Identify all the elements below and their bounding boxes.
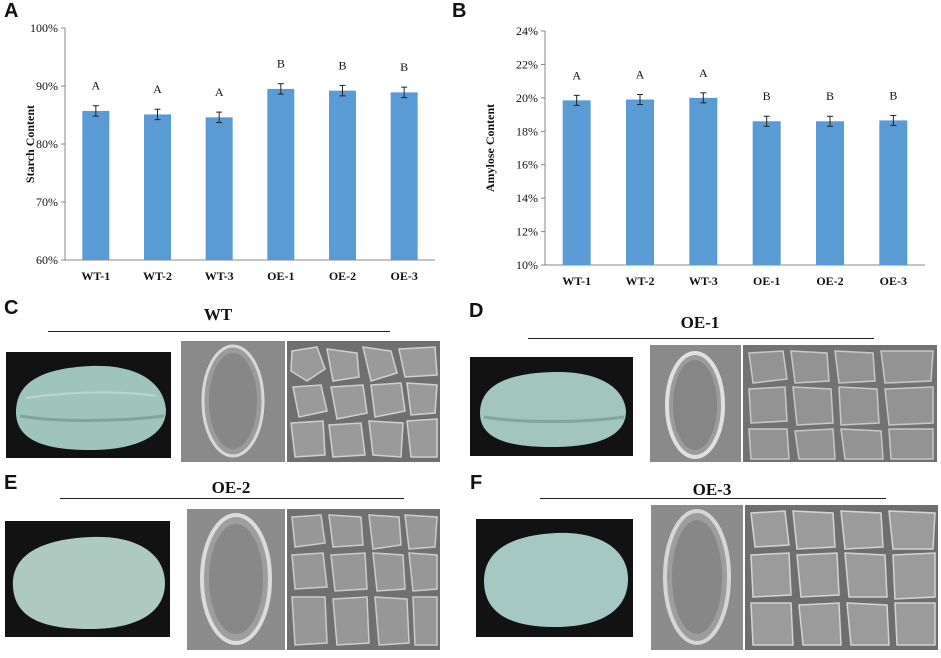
significance-label: A xyxy=(572,68,581,82)
x-tick-label: OE-3 xyxy=(390,269,417,283)
x-tick-label: OE-2 xyxy=(816,274,843,288)
x-tick-label: WT-2 xyxy=(626,274,655,288)
significance-label: B xyxy=(763,89,771,103)
amylose-content-chart: 10% 12% 14% 16% 18% 20% 22% 24% Amylose Content A… xyxy=(483,24,925,288)
significance-label: A xyxy=(153,82,162,96)
sem-cross-section-oe1 xyxy=(650,345,741,462)
bar-wt-2 xyxy=(626,99,654,266)
group-title-oe1: OE-1 xyxy=(680,313,720,332)
y-tick-label: 22% xyxy=(516,57,538,71)
bar-oe-1 xyxy=(267,88,295,261)
y-tick-label: 60% xyxy=(36,253,58,267)
y-tick-label: 90% xyxy=(36,79,58,93)
sem-cross-section-oe3 xyxy=(651,505,743,650)
sem-granules-oe2 xyxy=(287,509,440,650)
group-underline-oe1 xyxy=(528,338,874,339)
x-tick-label: WT-3 xyxy=(689,274,718,288)
y-tick-label: 100% xyxy=(30,21,58,35)
y-tick-label: 14% xyxy=(516,191,538,205)
y-tick-label: 10% xyxy=(516,258,538,272)
panel-letter-a: A xyxy=(4,0,19,22)
significance-label: B xyxy=(338,58,346,72)
bar-oe-1 xyxy=(752,121,781,265)
x-tick-label: WT-3 xyxy=(205,269,234,283)
group-underline-oe2 xyxy=(60,498,404,499)
y-tick-label: 16% xyxy=(516,158,538,172)
grain-photo-oe2 xyxy=(5,521,170,637)
significance-label: A xyxy=(91,79,100,93)
y-tick-label: 18% xyxy=(516,124,538,138)
y-axis-label: Starch Content xyxy=(23,105,37,183)
significance-label: B xyxy=(277,57,285,71)
bar-wt-2 xyxy=(144,114,171,260)
panel-letter-e: E xyxy=(4,472,18,494)
sem-granules-oe3 xyxy=(745,505,938,650)
group-underline-oe3 xyxy=(540,498,886,499)
x-tick-label: OE-3 xyxy=(880,274,907,288)
grain-photo-oe1 xyxy=(470,357,633,456)
starch-content-chart: 60% 70% 80% 90% 100% Starch Content A WT-1 A WT-2… xyxy=(23,21,435,283)
x-tick-label: WT-1 xyxy=(562,274,591,288)
sem-granules-oe1 xyxy=(743,345,937,462)
grain-photo-wt xyxy=(6,352,171,458)
y-tick-label: 20% xyxy=(516,91,538,105)
sem-cross-section-wt xyxy=(181,341,285,462)
bar-oe-2 xyxy=(816,121,844,265)
y-tick-label: 80% xyxy=(36,137,58,151)
y-tick-label: 70% xyxy=(36,195,58,209)
group-title-wt: WT xyxy=(203,305,233,324)
y-tick-label: 12% xyxy=(516,225,538,239)
bar-oe-3 xyxy=(879,120,908,266)
bar-wt-3 xyxy=(689,97,718,265)
x-tick-label: WT-1 xyxy=(81,269,110,283)
group-title-oe2: OE-2 xyxy=(211,478,251,497)
significance-label: B xyxy=(400,60,408,74)
sem-cross-section-oe2 xyxy=(187,509,285,650)
panel-letter-f: F xyxy=(470,472,483,494)
panel-letter-b: B xyxy=(452,0,467,22)
x-tick-label: WT-2 xyxy=(143,269,172,283)
x-tick-label: OE-2 xyxy=(329,269,356,283)
x-tick-label: OE-1 xyxy=(753,274,780,288)
y-tick-label: 24% xyxy=(516,24,538,38)
significance-label: A xyxy=(699,66,708,80)
significance-label: A xyxy=(636,68,645,82)
y-axis-label: Amylose Content xyxy=(483,104,497,192)
bar-oe-2 xyxy=(329,90,356,260)
panel-letter-c: C xyxy=(4,297,19,319)
x-tick-label: OE-1 xyxy=(267,269,294,283)
bar-oe-3 xyxy=(390,92,418,260)
bar-wt-1 xyxy=(562,100,591,265)
sem-granules-wt xyxy=(287,341,440,462)
significance-label: B xyxy=(826,89,834,103)
grain-photo-oe3 xyxy=(476,519,633,637)
group-title-oe3: OE-3 xyxy=(692,480,732,499)
bar-wt-3 xyxy=(205,117,233,260)
panel-letter-d: D xyxy=(469,300,484,322)
significance-label: A xyxy=(215,85,224,99)
group-underline-wt xyxy=(48,331,390,332)
bar-wt-1 xyxy=(82,110,110,260)
significance-label: B xyxy=(889,88,897,102)
